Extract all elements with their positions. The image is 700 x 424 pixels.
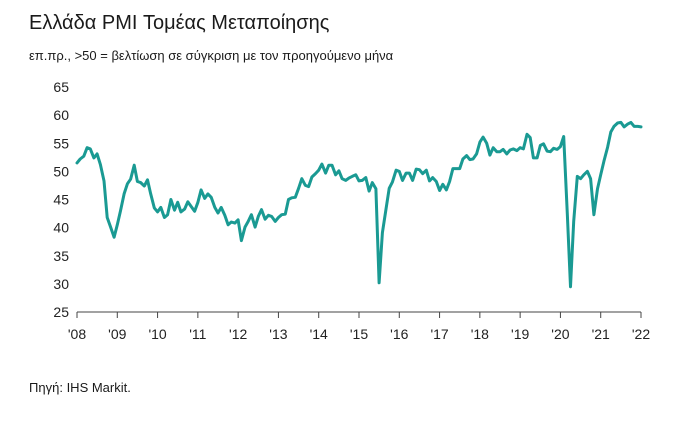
- y-tick-label: 55: [53, 135, 69, 151]
- x-tick-label: '13: [269, 326, 287, 342]
- chart-title: Ελλάδα PMI Τομέας Μεταποίησης: [29, 12, 330, 34]
- x-tick-label: '09: [108, 326, 126, 342]
- x-tick-label: '22: [632, 326, 650, 342]
- plot-area: [75, 120, 643, 289]
- x-tick-label: '17: [430, 326, 448, 342]
- y-axis: 25 30 35 40 45 50 55 60 65: [53, 79, 69, 320]
- x-tick-label: '11: [189, 326, 206, 342]
- x-tick-label: '14: [310, 326, 328, 342]
- chart-subtitle: επ.πρ., >50 = βελτίωση σε σύγκριση με το…: [29, 48, 394, 63]
- x-tick-label: '08: [68, 326, 86, 342]
- y-tick-label: 30: [53, 276, 69, 292]
- x-axis: '08 '09 '10 '11 '12 '13 '14 '15 '16 '17 '18 '19 '20 '…: [68, 311, 650, 342]
- x-tick-label: '10: [148, 326, 166, 342]
- y-tick-label: 25: [53, 304, 69, 320]
- x-tick-label: '12: [229, 326, 247, 342]
- y-tick-label: 40: [53, 220, 69, 236]
- y-tick-label: 65: [53, 79, 69, 95]
- x-tick-label: '19: [511, 326, 529, 342]
- series-line-0: [75, 120, 643, 289]
- source-note: Πηγή: IHS Markit.: [29, 380, 131, 395]
- y-tick-label: 50: [53, 163, 69, 179]
- x-tick-label: '16: [390, 326, 408, 342]
- y-tick-label: 35: [53, 248, 69, 264]
- x-tick-label: '20: [551, 326, 569, 342]
- x-tick-label: '15: [350, 326, 368, 342]
- y-tick-label: 60: [53, 107, 69, 123]
- y-tick-label: 45: [53, 192, 69, 208]
- x-tick-label: '21: [592, 326, 610, 342]
- x-tick-label: '18: [471, 326, 489, 342]
